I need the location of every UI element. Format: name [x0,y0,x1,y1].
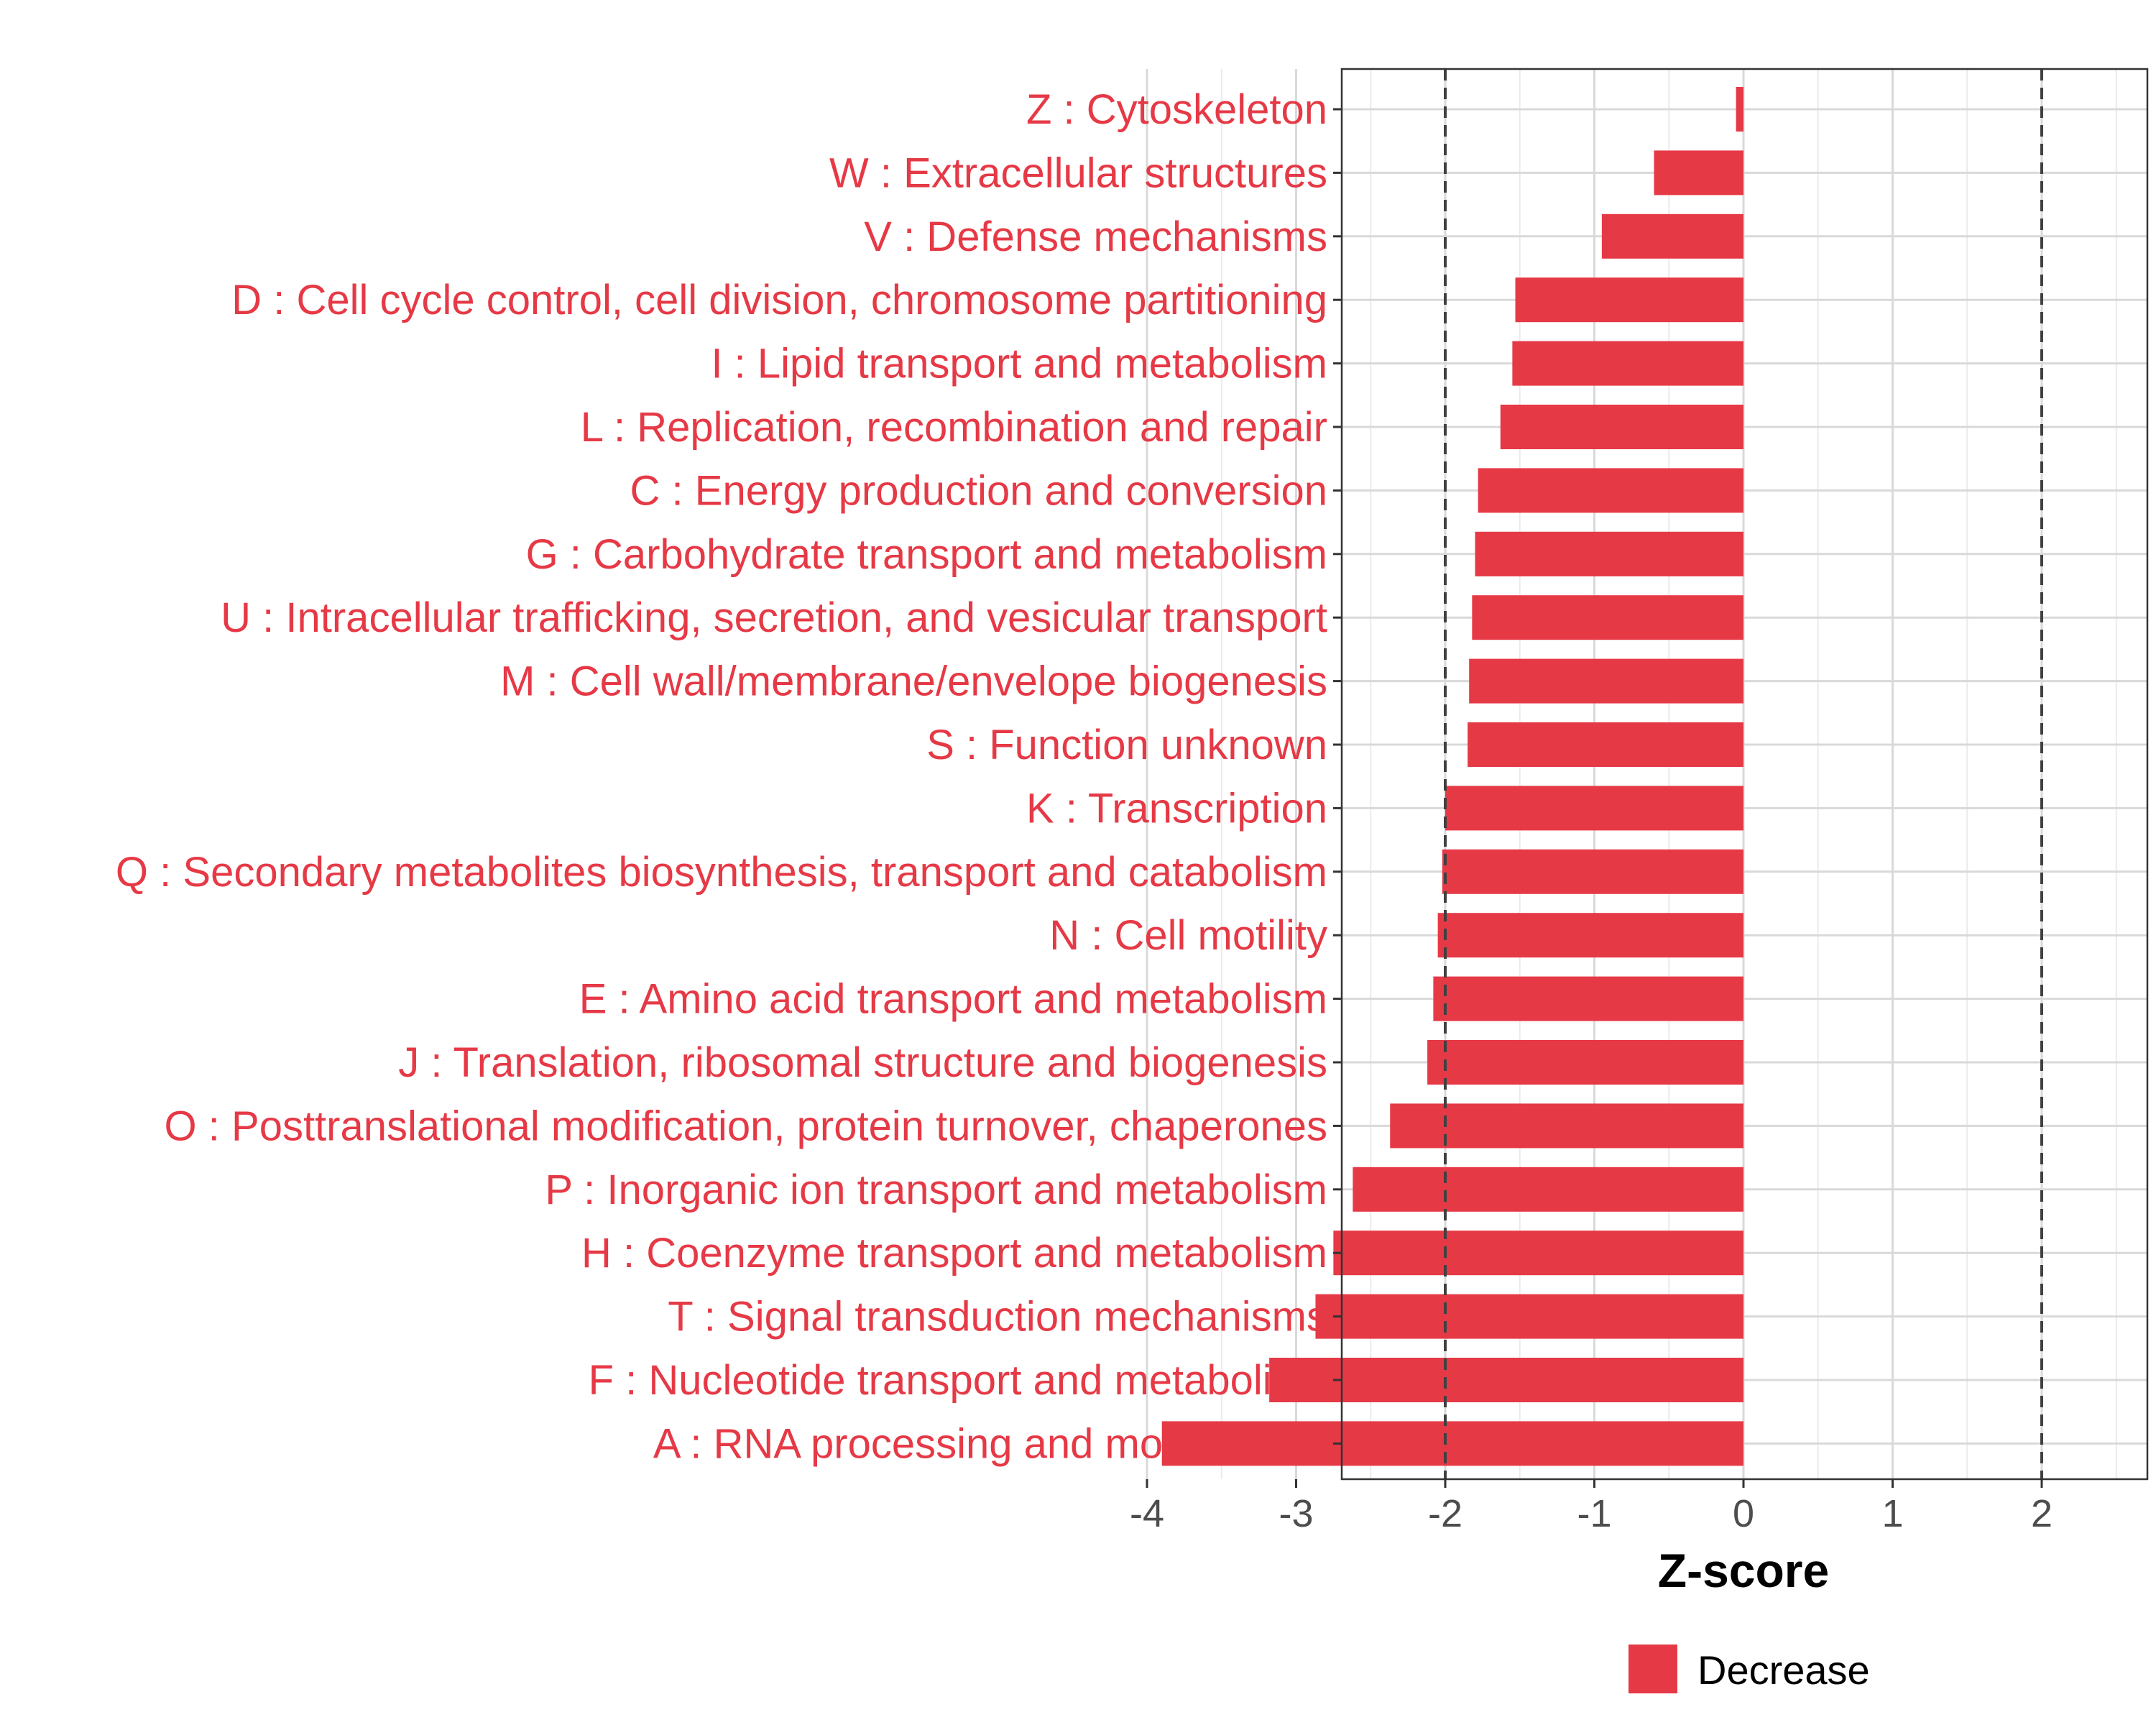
category-label: F : Nucleotide transport and metabolism [589,1357,1327,1404]
category-label-layer: Z : Cytoskeleton W : Extracellular struct… [116,86,1327,1467]
category-label: Z : Cytoskeleton [1026,86,1327,133]
bar [1469,658,1743,704]
category-label: K : Transcription [1026,785,1327,832]
category-label: G : Carbohydrate transport and metabolis… [526,531,1327,578]
category-label: J : Translation, ribosomal structure and… [398,1039,1327,1086]
bar [1601,213,1743,259]
bar [1445,786,1743,831]
category-label: A : RNA processing and modification [653,1420,1327,1467]
category-label: T : Signal transduction mechanisms [668,1294,1327,1340]
bar [1333,1230,1743,1276]
legend-swatch-decrease [1628,1644,1677,1693]
category-label: V : Defense mechanisms [864,213,1327,260]
x-tick-label: 0 [1733,1492,1754,1535]
bar [1475,531,1743,576]
bar [1427,1040,1743,1085]
bar [1468,722,1743,767]
bar [1512,341,1743,386]
bar [1433,976,1743,1021]
category-label: M : Cell wall/membrane/envelope biogenes… [500,658,1327,705]
x-tick-label: 1 [1881,1492,1903,1535]
bar-layer [1161,87,1743,1466]
bar [1442,849,1743,894]
bar [1654,150,1743,196]
category-label: I : Lipid transport and metabolism [711,341,1327,387]
category-label: D : Cell cycle control, cell division, c… [231,277,1327,323]
x-tick-label: -4 [1130,1492,1164,1535]
x-tick-layer: -4-3-2-101234 [1130,1479,2053,1535]
bar [1161,1421,1743,1466]
bar [1472,595,1743,640]
legend: Decrease [1628,1644,1870,1693]
reference-lines [1444,69,2043,1479]
category-label: H : Coenzyme transport and metabolism [581,1230,1327,1276]
bar [1437,913,1743,958]
bar [1390,1103,1743,1149]
x-tick-label: 2 [2031,1492,2053,1535]
x-tick-label: -2 [1428,1492,1462,1535]
y-tick-layer [1333,108,1342,1445]
x-tick-label: -3 [1279,1492,1313,1535]
category-label: S : Function unknown [926,722,1327,768]
category-label: W : Extracellular structures [829,150,1327,196]
category-label: E : Amino acid transport and metabolism [579,976,1327,1023]
category-label: C : Energy production and conversion [630,467,1327,514]
bar [1515,277,1743,323]
category-label: Q : Secondary metabolites biosynthesis, … [116,849,1327,896]
category-label: L : Replication, recombination and repai… [581,404,1327,451]
x-axis-title: Z-score [1658,1544,1829,1597]
category-label: N : Cell motility [1049,912,1327,959]
bar [1478,468,1743,513]
bar [1736,87,1743,132]
category-label: P : Inorganic ion transport and metaboli… [545,1167,1327,1213]
category-label: U : Intracellular trafficking, secretion… [221,594,1327,641]
x-tick-label: -1 [1577,1492,1611,1535]
bar [1500,405,1743,449]
legend-label-decrease: Decrease [1697,1647,1870,1693]
bar [1269,1358,1743,1402]
bar [1315,1294,1743,1339]
category-label: O : Posttranslational modification, prot… [165,1103,1327,1149]
bar [1353,1167,1743,1212]
